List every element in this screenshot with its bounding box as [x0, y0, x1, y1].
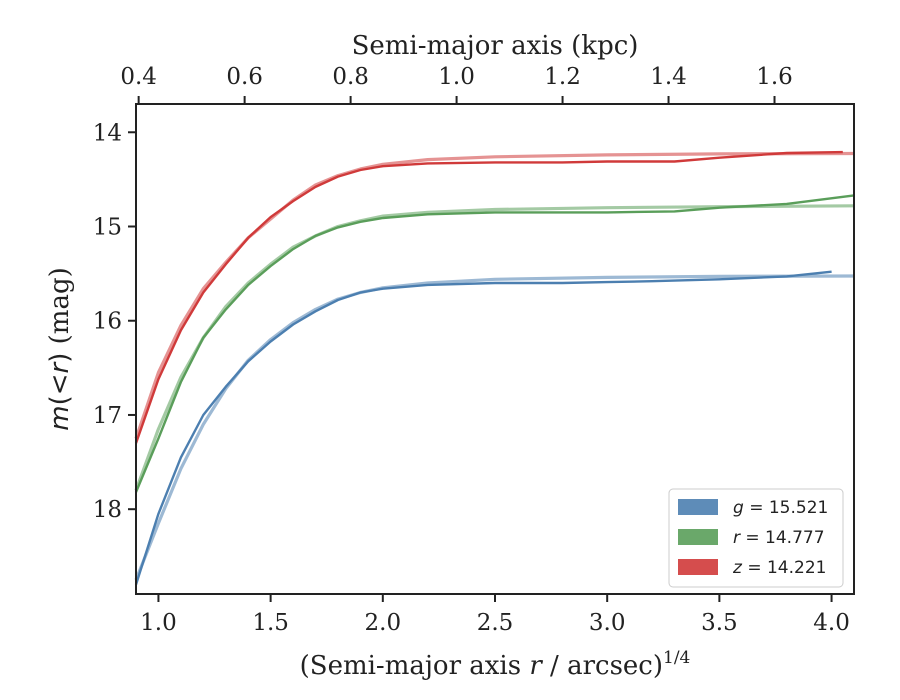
legend: g = 15.521 r = 14.777 z = 14.221 [668, 488, 844, 588]
top-axis-title: Semi-major axis (kpc) [352, 31, 639, 61]
x-tick-label: 2.0 [365, 610, 402, 636]
series-r-measured-line [134, 194, 855, 493]
legend-swatch-g [678, 499, 718, 515]
y-tick-label: 15 [93, 215, 122, 241]
legend-swatch-r [678, 529, 718, 545]
x-tick-label: 3.0 [589, 610, 626, 636]
top-tick-label: 1.4 [650, 64, 687, 90]
y-axis-ticks: 14 15 16 17 18 [93, 120, 136, 523]
y-tick-label: 14 [93, 120, 122, 146]
y-tick-label: 17 [93, 403, 122, 429]
x-tick-label: 4.0 [813, 610, 850, 636]
top-tick-label: 1.0 [438, 64, 475, 90]
x-tick-label: 1.0 [140, 610, 177, 636]
series-z-measured-line [134, 150, 843, 444]
legend-label-r: r = 14.777 [733, 528, 825, 548]
legend-swatch-z [678, 559, 718, 575]
series-z-model-line [134, 151, 855, 440]
top-tick-label: 0.8 [332, 64, 369, 90]
top-tick-label: 1.6 [756, 64, 793, 90]
legend-label-g: g = 15.521 [733, 498, 828, 518]
x-axis-ticks: 1.0 1.5 2.0 2.5 3.0 3.5 4.0 [140, 594, 850, 636]
series-layer [134, 150, 855, 585]
y-tick-label: 16 [93, 309, 122, 335]
y-axis-title: m(<r) (mag) [45, 267, 75, 430]
x-axis-title: (Semi-major axis r / arcsec)1/4 [300, 648, 691, 681]
x-tick-label: 1.5 [252, 610, 289, 636]
top-tick-label: 0.6 [226, 64, 263, 90]
top-axis-ticks: 0.4 0.6 0.8 1.0 1.2 1.4 1.6 [120, 64, 793, 104]
x-tick-label: 2.5 [477, 610, 514, 636]
legend-label-z: z = 14.221 [732, 558, 826, 578]
top-tick-label: 0.4 [120, 64, 157, 90]
series-g-model-line [134, 274, 855, 581]
y-tick-label: 18 [93, 497, 122, 523]
series-g-measured-line [134, 270, 832, 585]
top-tick-label: 1.2 [544, 64, 581, 90]
series-r-model-line [134, 204, 855, 491]
x-tick-label: 3.5 [701, 610, 738, 636]
